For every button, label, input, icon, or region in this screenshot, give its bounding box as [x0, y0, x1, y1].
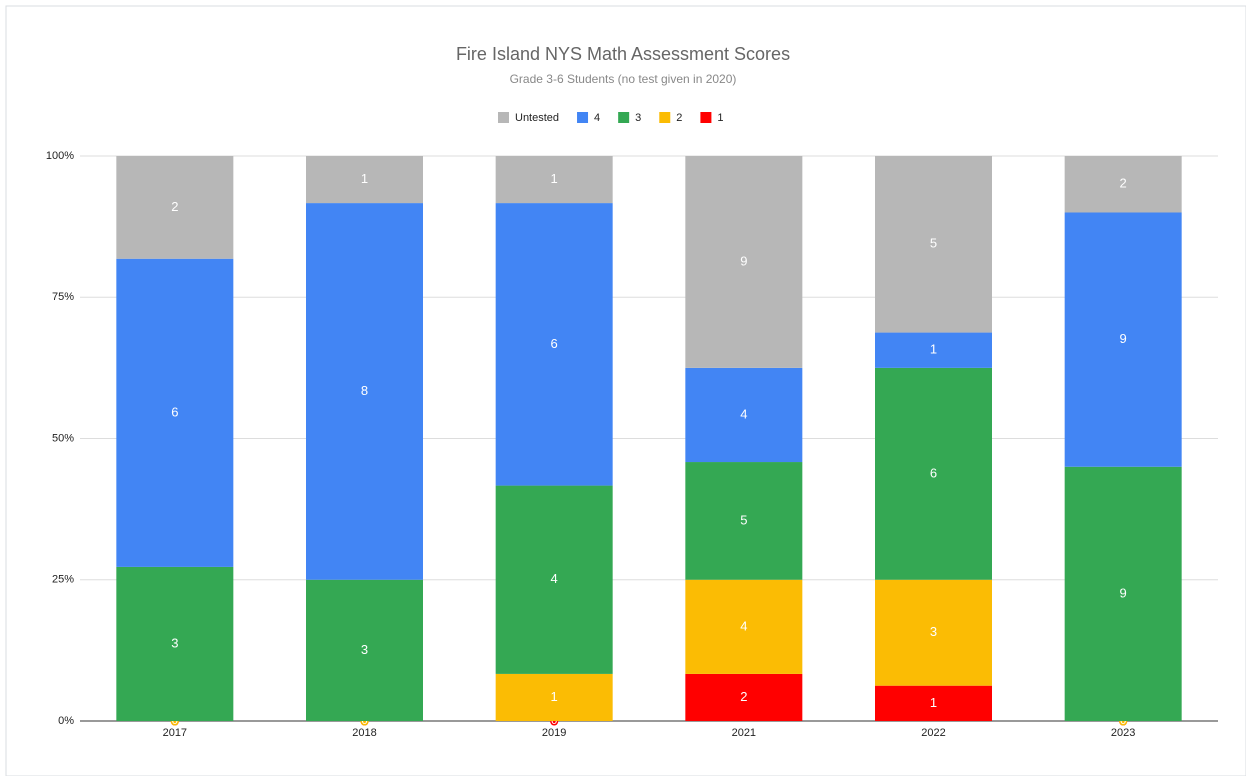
legend-label: 3 — [635, 112, 641, 124]
bar-segment — [495, 673, 613, 721]
bar-segment — [685, 579, 803, 674]
x-tick-label: 2022 — [921, 727, 945, 739]
bar-segment — [495, 156, 613, 204]
data-label: 5 — [740, 512, 747, 527]
bar-segment — [685, 156, 803, 368]
x-tick-label: 2017 — [163, 727, 187, 739]
legend-label: 2 — [676, 112, 682, 124]
bar-segment — [1064, 466, 1182, 721]
bar-segment — [685, 462, 803, 580]
data-label: 3 — [930, 624, 937, 639]
bar-segment — [875, 685, 992, 721]
data-label: 1 — [930, 342, 937, 357]
bar-segment — [495, 485, 613, 674]
data-label: 9 — [1120, 585, 1127, 600]
bar-segment — [875, 332, 992, 368]
bar-segment — [495, 203, 613, 486]
data-label: 1 — [551, 171, 558, 186]
data-label: 8 — [361, 383, 368, 398]
y-tick-label: 100% — [46, 150, 74, 162]
bar-segment — [875, 367, 992, 580]
bar-segment — [1064, 212, 1182, 467]
bar-segment — [306, 579, 423, 721]
data-label: 6 — [930, 465, 937, 480]
bar-segment — [116, 156, 234, 259]
bar-segment — [306, 156, 423, 204]
data-label: 3 — [171, 635, 178, 650]
data-label: 9 — [1120, 331, 1127, 346]
data-label: 4 — [551, 571, 558, 586]
data-label: 6 — [551, 336, 558, 351]
data-label: 4 — [740, 618, 747, 633]
legend-label: 4 — [594, 112, 600, 124]
data-label: 5 — [930, 236, 937, 251]
bar-segment — [875, 579, 992, 686]
x-tick-label: 2021 — [732, 727, 756, 739]
legend-swatch — [659, 112, 671, 123]
data-label: 9 — [740, 253, 747, 268]
y-tick-label: 75% — [52, 291, 74, 303]
bar-segment — [875, 156, 992, 333]
chart-subtitle: Grade 3-6 Students (no test given in 202… — [510, 72, 737, 86]
bar-segment — [306, 203, 423, 580]
data-label: 6 — [171, 404, 178, 419]
x-tick-label: 2018 — [352, 727, 376, 739]
legend-swatch — [577, 112, 589, 123]
bar-segment — [116, 258, 234, 567]
legend-swatch — [618, 112, 630, 123]
x-tick-label: 2023 — [1111, 727, 1135, 739]
legend-label: Untested — [515, 112, 559, 124]
bar-segment — [685, 367, 803, 463]
data-label: 2 — [1120, 176, 1127, 191]
data-label: 2 — [171, 199, 178, 214]
y-tick-label: 25% — [52, 574, 74, 586]
data-label: 1 — [551, 689, 558, 704]
chart-title: Fire Island NYS Math Assessment Scores — [456, 44, 790, 64]
x-tick-label: 2019 — [542, 727, 566, 739]
data-label: 1 — [930, 695, 937, 710]
y-tick-label: 0% — [58, 715, 74, 727]
bar-segment — [685, 673, 803, 721]
y-tick-label: 50% — [52, 432, 74, 444]
data-label: 1 — [361, 171, 368, 186]
bar-segment — [116, 566, 234, 721]
data-label: 3 — [361, 642, 368, 657]
bar-segment — [1064, 156, 1182, 213]
data-label: 2 — [740, 689, 747, 704]
data-label: 4 — [740, 406, 747, 421]
legend-swatch — [498, 112, 509, 123]
legend-swatch — [700, 112, 712, 123]
legend-label: 1 — [717, 112, 723, 124]
